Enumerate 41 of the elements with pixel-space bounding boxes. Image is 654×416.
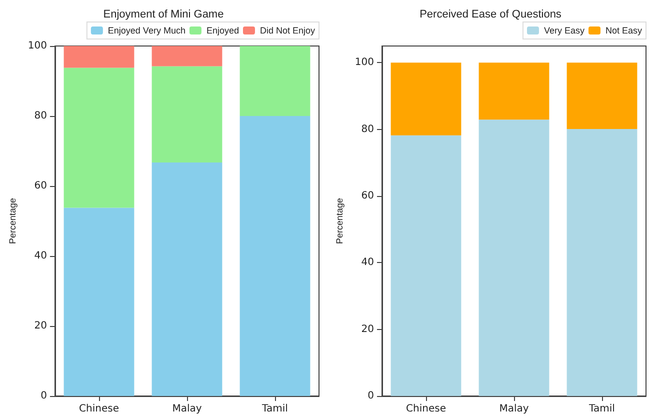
x-tick-label: Malay: [499, 404, 529, 414]
legend-label: Enjoyed Very Much: [108, 26, 186, 36]
chart-title: Perceived Ease of Questions: [420, 8, 562, 20]
bar: [64, 208, 134, 396]
legend-label: Enjoyed: [206, 26, 239, 36]
bar: [390, 62, 462, 136]
bar: [152, 162, 222, 396]
bar: [152, 46, 222, 66]
y-tick-label: 100: [354, 57, 374, 68]
bar: [152, 66, 222, 163]
legend-label: Not Easy: [605, 26, 642, 36]
x-tick-label: Tamil: [588, 404, 615, 414]
x-tick-label: Malay: [172, 404, 202, 414]
bar: [240, 46, 310, 116]
y-tick-label: 0: [368, 390, 374, 402]
x-tick-label: Chinese: [79, 404, 119, 414]
bar: [64, 68, 134, 208]
bar: [566, 129, 638, 396]
legend-label: Did Not Enjoy: [260, 26, 316, 36]
y-tick-label: 40: [361, 257, 374, 268]
y-tick-label: 0: [40, 390, 47, 402]
bar: [390, 135, 462, 396]
y-tick-label: 20: [361, 324, 374, 335]
y-tick-label: 40: [34, 250, 47, 262]
y-tick-label: 80: [34, 110, 47, 122]
y-tick-label: 20: [34, 320, 47, 332]
bar: [478, 120, 550, 396]
y-tick-label: 100: [28, 40, 47, 52]
y-tick-label: 60: [34, 180, 47, 192]
bar: [566, 62, 638, 129]
bar: [64, 46, 134, 68]
y-tick-label: 60: [361, 190, 374, 202]
legend-label: Very Easy: [544, 26, 585, 36]
chart-title: Enjoyment of Mini Game: [103, 8, 224, 20]
x-tick-label: Tamil: [261, 404, 288, 414]
bar: [478, 62, 550, 120]
y-tick-label: 80: [361, 124, 374, 135]
y-axis-title: Percentage: [334, 198, 344, 244]
y-axis-title: Percentage: [8, 198, 18, 244]
bar: [240, 116, 310, 396]
x-tick-label: Chinese: [406, 404, 446, 414]
